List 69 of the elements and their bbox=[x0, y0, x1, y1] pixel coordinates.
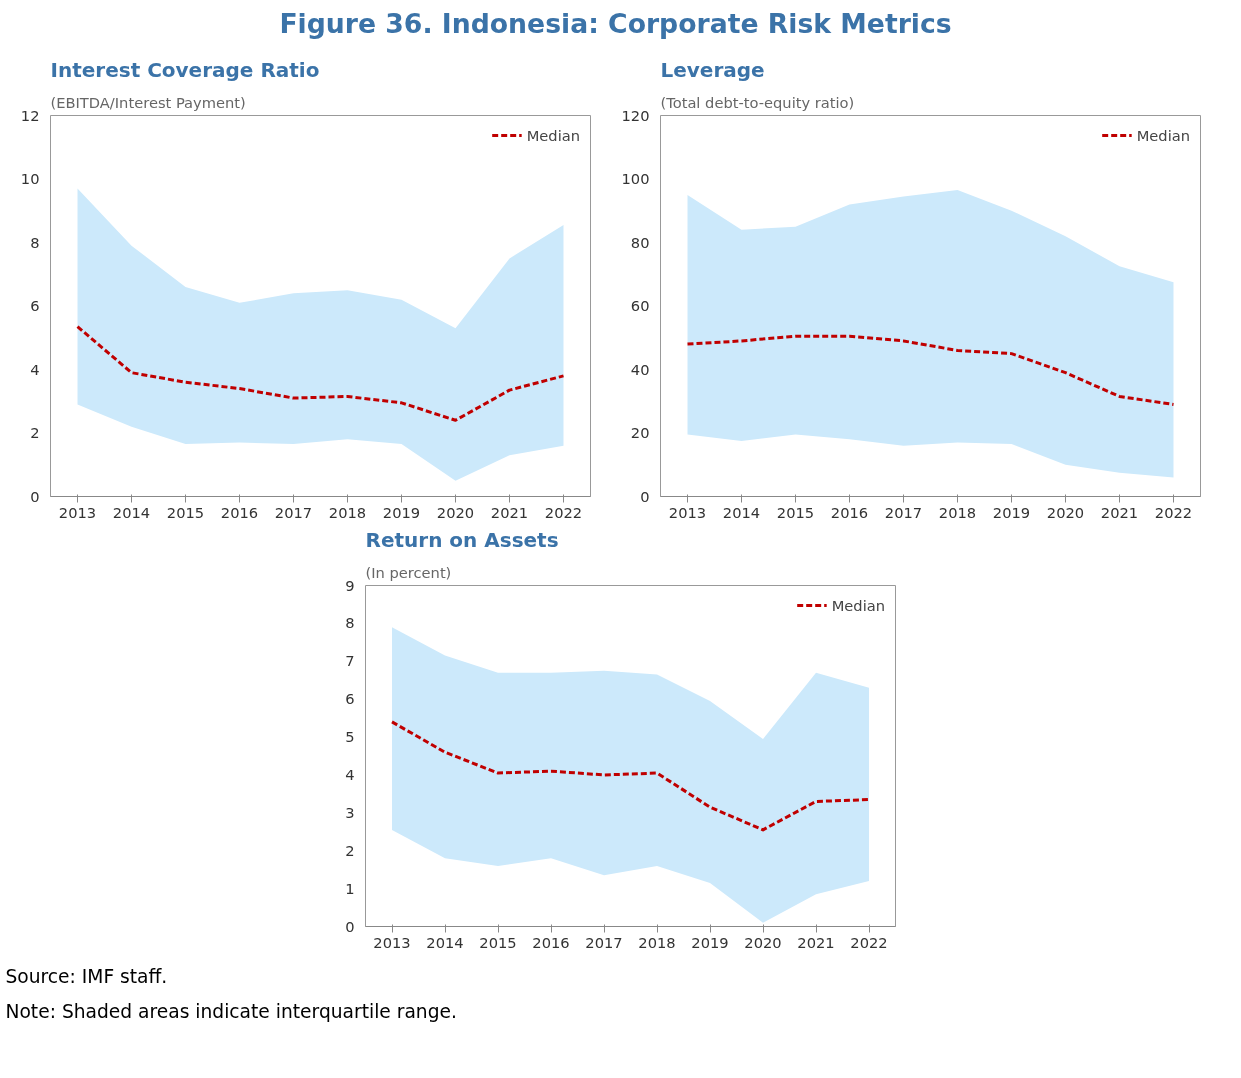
line-series bbox=[390, 720, 871, 832]
y-tick-label: 0 bbox=[345, 917, 355, 935]
y-tick-label: 9 bbox=[345, 576, 355, 594]
y-tick-label: 10 bbox=[20, 170, 40, 187]
x-tick-label: 2015 bbox=[776, 503, 815, 521]
chart-subtitle: (EBITDA/Interest Payment) bbox=[50, 93, 246, 111]
y-tick-label: 0 bbox=[640, 487, 650, 505]
x-tick-label: 2015 bbox=[479, 933, 517, 951]
y-tick-label: 3 bbox=[345, 803, 355, 821]
x-tick-label: 2016 bbox=[532, 933, 570, 951]
y-tick-label: 7 bbox=[345, 652, 355, 670]
y-tick-label: 4 bbox=[345, 765, 355, 783]
text: Figure 36. Indonesia: Corporate Risk Metrics bbox=[279, 7, 952, 39]
x-tick-label: 2017 bbox=[274, 503, 313, 521]
x-tick-label: 2017 bbox=[884, 503, 923, 521]
x-tick-label: 2020 bbox=[1046, 503, 1085, 521]
x-tick-label: 2018 bbox=[938, 503, 977, 521]
x-tick-label: 2019 bbox=[691, 933, 729, 951]
x-tick-label: 2013 bbox=[668, 503, 707, 521]
y-tick-label: 4 bbox=[30, 360, 40, 378]
x-tick-label: 2021 bbox=[797, 933, 835, 951]
y-tick-label: 6 bbox=[345, 690, 355, 708]
y-tick-label: 120 bbox=[621, 106, 650, 124]
y-tick-label: 8 bbox=[345, 614, 355, 632]
chart-subtitle: (In percent) bbox=[365, 563, 452, 581]
x-tick-label: 2013 bbox=[373, 933, 411, 951]
x-tick-label: 2021 bbox=[490, 503, 529, 521]
x-tick-label: 2014 bbox=[722, 503, 761, 521]
legend-label: Median bbox=[831, 596, 885, 614]
x-tick-label: 2022 bbox=[544, 503, 583, 521]
text: Note: Shaded areas indicate interquartile range. bbox=[5, 1001, 457, 1022]
y-tick-label: 40 bbox=[630, 360, 650, 378]
chart-title: Leverage bbox=[660, 57, 765, 82]
chart-title: Return on Assets bbox=[365, 527, 559, 552]
legend-label: Median bbox=[526, 126, 580, 144]
x-tick-label: 2015 bbox=[166, 503, 205, 521]
y-tick-label: 100 bbox=[621, 170, 650, 187]
x-tick-label: 2019 bbox=[382, 503, 421, 521]
x-tick-label: 2019 bbox=[992, 503, 1031, 521]
y-tick-label: 60 bbox=[630, 297, 650, 314]
x-tick-label: 2020 bbox=[436, 503, 475, 521]
y-tick-label: 20 bbox=[630, 424, 650, 441]
x-tick-label: 2022 bbox=[850, 933, 888, 951]
y-tick-label: 1 bbox=[345, 879, 355, 897]
y-tick-label: 2 bbox=[30, 424, 40, 441]
y-tick-label: 8 bbox=[30, 233, 40, 251]
x-tick-label: 2013 bbox=[58, 503, 97, 521]
x-tick-label: 2018 bbox=[638, 933, 676, 951]
y-tick-label: 0 bbox=[30, 487, 40, 505]
y-tick-label: 2 bbox=[345, 841, 355, 859]
legend-label: Median bbox=[1136, 126, 1190, 144]
y-tick-label: 12 bbox=[20, 106, 40, 124]
chart-title: Interest Coverage Ratio bbox=[50, 57, 320, 82]
line-series bbox=[76, 325, 565, 422]
y-tick-label: 80 bbox=[630, 233, 650, 251]
x-tick-label: 2020 bbox=[744, 933, 782, 951]
x-tick-label: 2018 bbox=[328, 503, 367, 521]
x-tick-label: 2016 bbox=[220, 503, 259, 521]
source-note: Source: IMF staff. bbox=[5, 966, 168, 987]
y-tick-label: 5 bbox=[345, 728, 355, 746]
x-tick-label: 2022 bbox=[1154, 503, 1193, 521]
x-tick-label: 2014 bbox=[112, 503, 151, 521]
chart-subtitle: (Total debt-to-equity ratio) bbox=[660, 93, 855, 111]
x-tick-label: 2014 bbox=[426, 933, 464, 951]
x-tick-label: 2017 bbox=[585, 933, 623, 951]
x-tick-label: 2021 bbox=[1100, 503, 1139, 521]
x-tick-label: 2016 bbox=[830, 503, 869, 521]
y-tick-label: 6 bbox=[30, 297, 40, 314]
line-series bbox=[686, 334, 1175, 406]
